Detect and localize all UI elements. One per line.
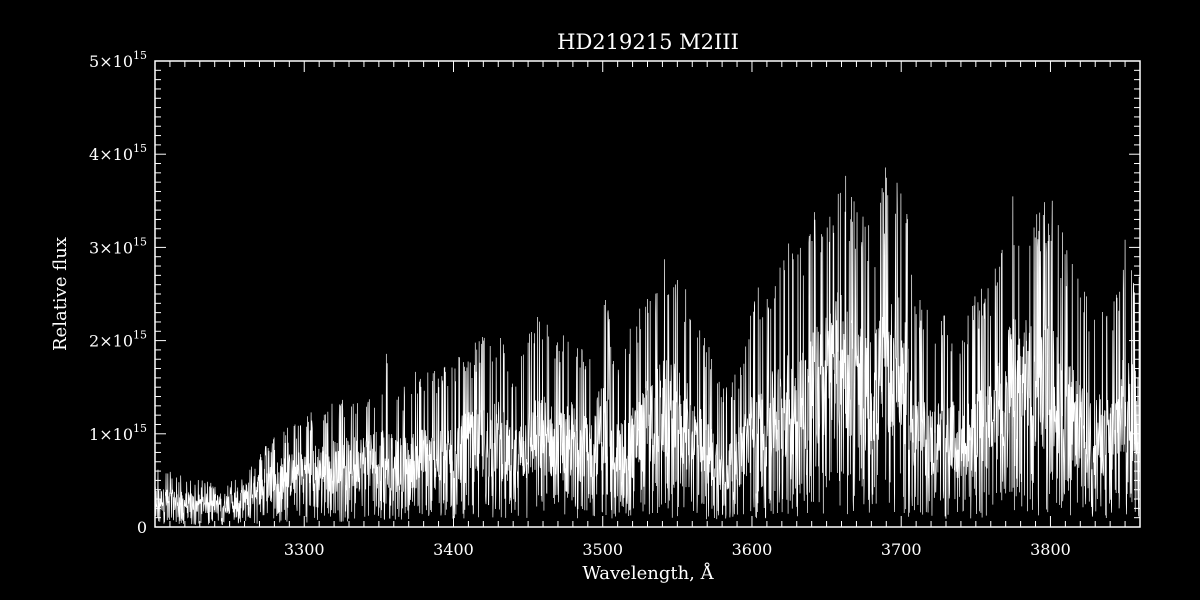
y-tick-label: 5×1015 <box>89 49 147 71</box>
x-tick-label: 3800 <box>1030 540 1071 559</box>
y-tick-mantissa: 1×10 <box>89 425 133 444</box>
y-tick-label: 3×1015 <box>89 235 147 257</box>
y-tick-mantissa: 3×10 <box>89 238 133 257</box>
y-tick-exponent: 15 <box>133 422 147 435</box>
y-tick-mantissa: 2×10 <box>89 332 133 351</box>
y-tick-exponent: 15 <box>133 49 147 62</box>
y-tick-label: 0 <box>137 518 147 537</box>
x-tick-label: 3500 <box>582 540 623 559</box>
x-tick-label: 3300 <box>284 540 325 559</box>
x-axis: 3300 3400 3500 3600 3700 3800 <box>154 61 1141 559</box>
y-tick-exponent: 15 <box>133 235 147 248</box>
y-tick-label: 2×1015 <box>89 329 147 351</box>
y-tick-mantissa: 4×10 <box>89 145 133 164</box>
x-axis-label: Wavelength, Å <box>582 562 714 584</box>
chart-title: HD219215 M2III <box>557 30 739 54</box>
x-tick-label: 3400 <box>433 540 474 559</box>
y-tick-mantissa: 0 <box>137 518 147 537</box>
y-tick-exponent: 15 <box>133 329 147 342</box>
y-tick-exponent: 15 <box>133 142 147 155</box>
y-tick-mantissa: 5×10 <box>89 52 133 71</box>
spectrum-series <box>154 167 1141 526</box>
y-tick-label: 4×1015 <box>89 142 147 164</box>
spectrum-line <box>154 167 1141 526</box>
y-axis-label: Relative flux <box>50 237 71 351</box>
x-tick-label: 3700 <box>881 540 922 559</box>
x-tick-label: 3600 <box>732 540 773 559</box>
y-tick-label: 1×1015 <box>89 422 147 444</box>
